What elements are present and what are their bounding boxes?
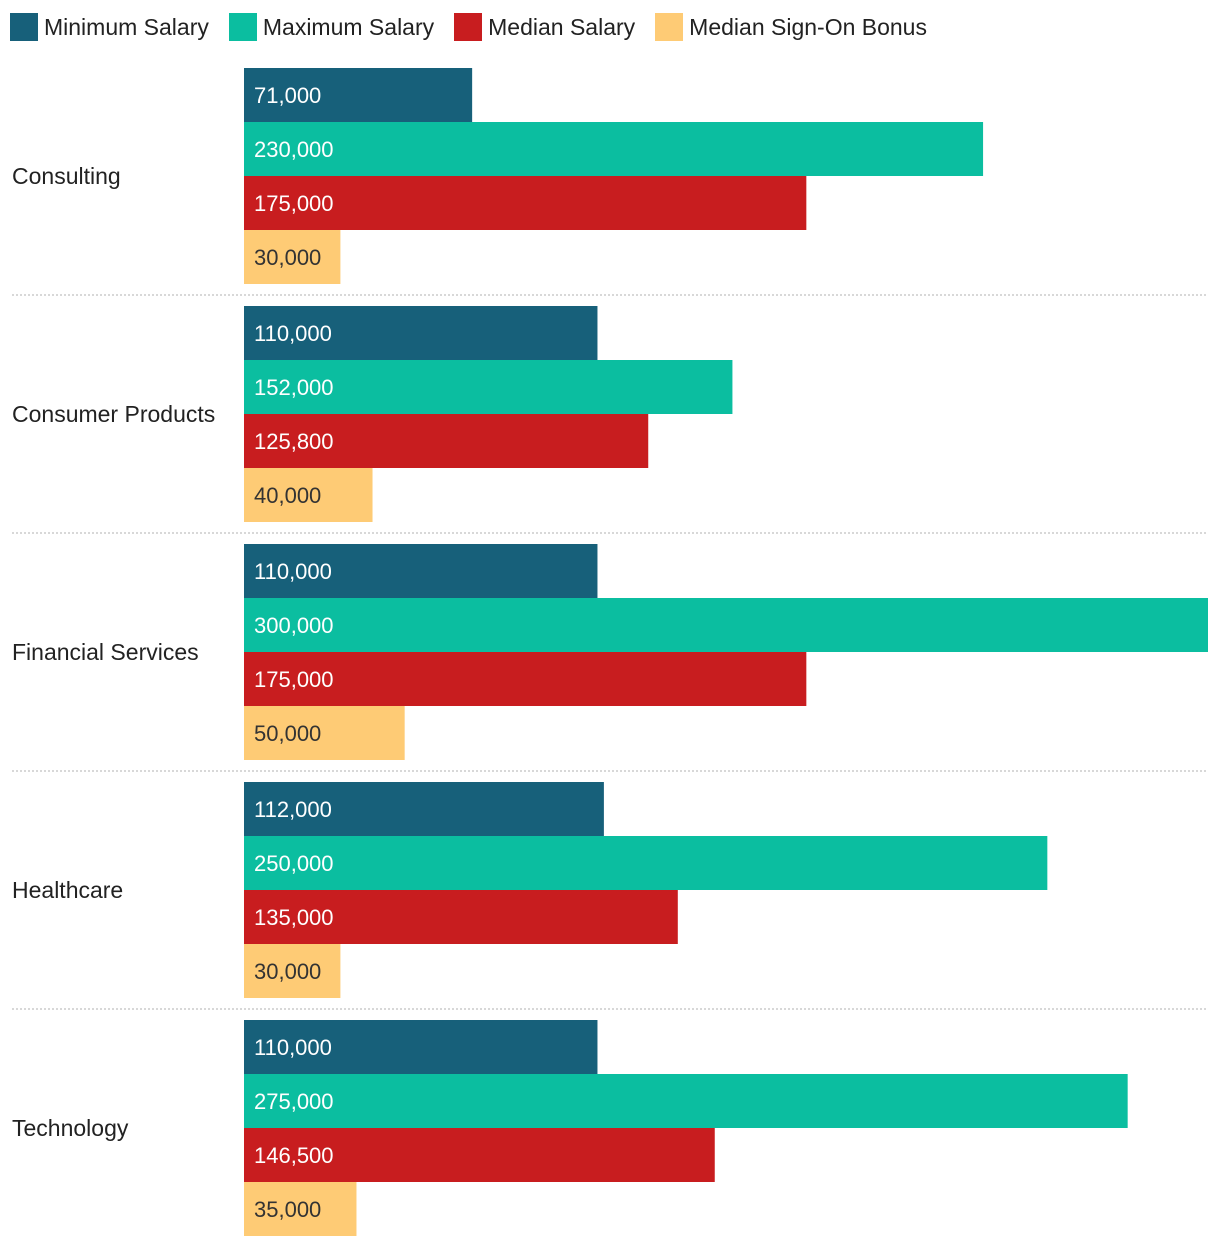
legend-item: Minimum Salary (10, 13, 209, 41)
bar (244, 306, 598, 360)
bar-value-label: 250,000 (254, 851, 334, 876)
bar-value-label: 35,000 (254, 1197, 321, 1222)
bar-value-label: 110,000 (254, 1035, 332, 1060)
bar (244, 782, 604, 836)
bar-value-label: 50,000 (254, 721, 321, 746)
bar-value-label: 30,000 (254, 245, 321, 270)
category-label: Consulting (12, 163, 121, 189)
bar (244, 544, 598, 598)
bar-value-label: 112,000 (254, 797, 332, 822)
bar-value-label: 110,000 (254, 559, 332, 584)
bar (244, 836, 1048, 890)
legend-item: Median Sign-On Bonus (655, 13, 927, 41)
legend-label: Median Salary (488, 13, 636, 40)
bar-value-label: 125,800 (254, 429, 334, 454)
bar (244, 1074, 1128, 1128)
legend-item: Median Salary (454, 13, 635, 41)
chart-legend: Minimum Salary Maximum Salary Median Salar… (10, 12, 947, 42)
bar-value-label: 40,000 (254, 483, 321, 508)
bar-value-label: 135,000 (254, 905, 334, 930)
legend-item: Maximum Salary (228, 13, 435, 41)
bar-value-label: 146,500 (254, 1143, 334, 1168)
bar-value-label: 300,000 (254, 613, 334, 638)
legend-label: Median Sign-On Bonus (689, 13, 927, 40)
bar (244, 68, 473, 122)
bar (244, 360, 733, 414)
bar-value-label: 30,000 (254, 959, 321, 984)
category-label: Consumer Products (12, 401, 215, 427)
legend-swatch (10, 13, 38, 41)
bar-value-label: 175,000 (254, 191, 334, 216)
bar (244, 1128, 715, 1182)
bar-value-label: 230,000 (254, 137, 334, 162)
bar (244, 890, 678, 944)
bar (244, 1020, 598, 1074)
bar (244, 944, 341, 998)
bar (244, 176, 807, 230)
bar (244, 706, 405, 760)
category-label: Healthcare (12, 877, 123, 903)
bar (244, 652, 807, 706)
bar-value-label: 71,000 (254, 83, 321, 108)
legend-swatch (454, 13, 483, 41)
bar (244, 598, 1208, 652)
bar (244, 230, 341, 284)
legend-label: Maximum Salary (262, 13, 435, 40)
category-label: Technology (12, 1115, 129, 1141)
category-label: Financial Services (12, 639, 199, 665)
bar-value-label: 152,000 (254, 375, 334, 400)
bar (244, 1182, 357, 1236)
legend-swatch (228, 13, 257, 41)
bar-value-label: 275,000 (254, 1089, 334, 1114)
bar (244, 122, 984, 176)
bar-value-label: 110,000 (254, 321, 332, 346)
bar (244, 414, 649, 468)
bar-value-label: 175,000 (254, 667, 334, 692)
legend-swatch (655, 13, 684, 41)
bar (244, 468, 373, 522)
legend-label: Minimum Salary (44, 13, 209, 40)
